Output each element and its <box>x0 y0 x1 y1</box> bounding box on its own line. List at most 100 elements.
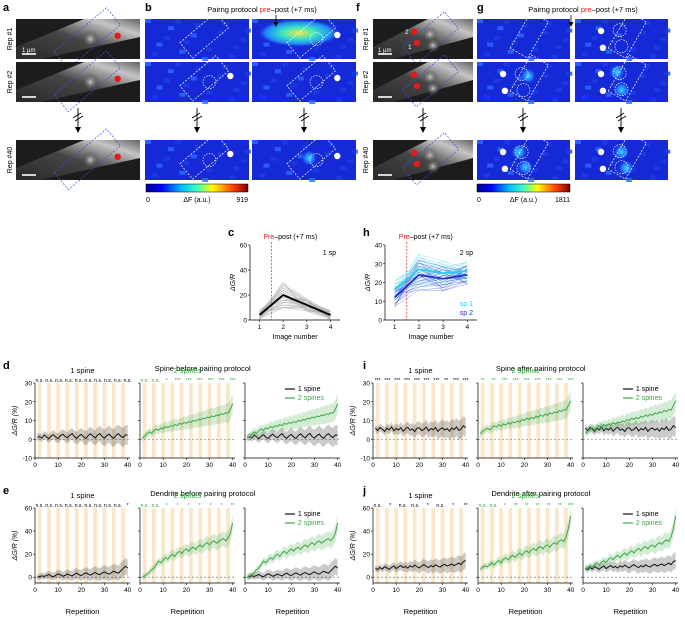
x-tick-label: 30 <box>649 587 657 594</box>
repetition-shade <box>499 508 504 583</box>
significance-label: n.s. <box>399 503 407 509</box>
uncaging-spot <box>114 75 121 83</box>
heatmap-noise <box>336 54 343 59</box>
uncaging-spot <box>413 82 421 90</box>
panel-letter: d <box>3 360 10 372</box>
uncaging-spot <box>114 32 121 39</box>
heatmap-noise <box>575 62 581 66</box>
x-tick-label: 20 <box>521 462 529 469</box>
repetition-shade <box>74 508 79 583</box>
heatmap-noise <box>183 83 190 88</box>
y-tick-label: 20 <box>375 280 383 287</box>
trial-trace <box>394 283 468 307</box>
significance-label: *** <box>208 378 214 384</box>
heatmap-noise <box>581 95 588 100</box>
heatmap-noise <box>585 163 592 168</box>
x-tick-label: 40 <box>229 587 237 594</box>
uncaging-spot <box>501 165 509 172</box>
heatmap-noise <box>336 97 343 102</box>
repetition-shade <box>564 383 568 458</box>
heatmap-noise <box>274 69 281 74</box>
break-mark <box>74 115 84 122</box>
y-tick-label: 0 <box>28 437 32 444</box>
mean-line <box>247 565 338 578</box>
heatmap-noise <box>497 26 504 31</box>
repetition-shade <box>394 383 399 458</box>
protocol-post: –post (+7 ms) <box>592 5 639 14</box>
significance-label: n.s. <box>114 378 122 384</box>
x-axis-label: Repetition <box>509 607 543 616</box>
heatmap-noise <box>531 90 538 95</box>
x-axis-label: Repetition <box>404 607 438 616</box>
heatmap-noise <box>259 95 266 100</box>
significance-label: n.s. <box>65 378 73 384</box>
uncaging-spot <box>597 27 605 35</box>
heatmap-noise <box>629 47 636 52</box>
spine-outline <box>514 67 529 81</box>
heatmap-noise <box>282 140 289 145</box>
heatmap-noise <box>626 100 633 104</box>
break-mark <box>517 112 527 119</box>
repetition-shade <box>527 508 531 583</box>
heatmap-noise <box>545 21 552 26</box>
heatmap-noise <box>585 42 592 47</box>
significance-label: *** <box>394 378 400 384</box>
x-tick-label: 40 <box>124 587 132 594</box>
dendrite <box>373 140 473 180</box>
significance-label: ** <box>558 503 562 509</box>
heatmap-noise <box>511 40 518 45</box>
subplot-title: 2 spines <box>174 491 202 500</box>
heatmap-noise <box>145 19 151 23</box>
heatmap-noise <box>351 71 358 76</box>
significance-label: n.s. <box>411 503 419 509</box>
significance-label: n.s. <box>151 503 159 509</box>
title-pre: Pre <box>263 234 274 241</box>
colorbar-label: ΔF (a.u.) <box>510 197 537 204</box>
break-mark <box>617 115 627 122</box>
uncaging-spot <box>501 87 509 95</box>
x-tick-label: 0 <box>476 462 480 469</box>
sem-band <box>585 390 676 438</box>
heatmap-noise <box>585 85 592 90</box>
repetition-shade <box>431 383 436 458</box>
repetition-shade <box>142 383 147 458</box>
significance-label: n.s. <box>104 503 112 509</box>
sem-band <box>375 552 466 574</box>
heatmap-noise <box>493 35 500 40</box>
roi-box <box>179 12 230 59</box>
heatmap-frame <box>145 12 251 61</box>
x-tick-label: 30 <box>311 587 319 594</box>
x-tick-label: 20 <box>626 587 634 594</box>
dendrite <box>373 19 473 59</box>
significance-label: * <box>177 503 179 509</box>
spine-head <box>81 151 100 169</box>
significance-label: n.s. <box>75 378 83 384</box>
panel-letter: e <box>3 485 9 497</box>
uncaging-spot <box>227 72 234 80</box>
chart-annotation: 1 sp <box>323 250 336 257</box>
micrograph: 21 <box>373 11 473 65</box>
heatmap-noise <box>566 71 573 76</box>
heatmap-noise <box>528 178 535 182</box>
heatmap-noise <box>347 38 354 43</box>
scale-bar-label: 1 µm <box>22 48 35 54</box>
significance-label: * <box>452 503 454 509</box>
calcium-signal <box>608 64 625 80</box>
heatmap-noise <box>605 49 612 54</box>
heatmap-noise <box>591 78 598 83</box>
uncaging-spot <box>599 44 607 51</box>
chart-annotation: 2 sp <box>460 250 473 257</box>
heatmap-noise <box>556 45 563 49</box>
title-post: –post (+7 ms) <box>274 234 317 241</box>
significance-label: * <box>166 378 168 384</box>
heatmap-noise <box>229 54 236 59</box>
sem-band <box>585 552 676 574</box>
break-mark <box>615 112 625 119</box>
heatmap-noise <box>340 88 347 92</box>
significance-label: ** <box>481 378 485 384</box>
significance-label: n.s. <box>35 503 43 509</box>
heatmap-noise <box>615 33 622 38</box>
x-tick-label: 0 <box>476 587 480 594</box>
x-tick-label: 20 <box>288 462 296 469</box>
heatmap-noise <box>167 26 174 31</box>
